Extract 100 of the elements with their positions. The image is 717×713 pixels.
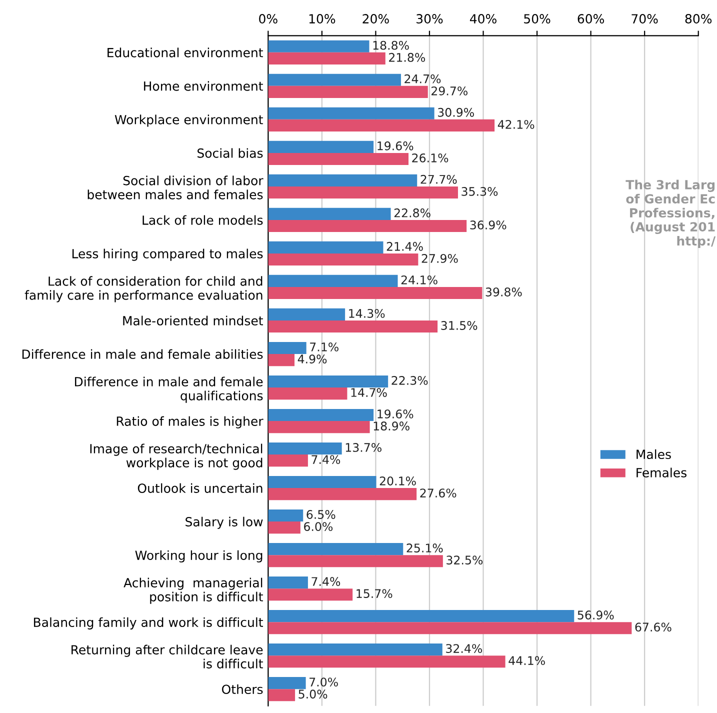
y-tick-label: Home environment: [144, 81, 263, 91]
x-tick-label: 60%: [578, 14, 604, 24]
data-label: 7.4%: [312, 455, 340, 464]
data-label: 7.4%: [312, 577, 340, 586]
bar: [268, 522, 300, 534]
data-label: 21.4%: [386, 242, 423, 251]
bar: [268, 52, 386, 64]
y-tick-label: Difference in male and female abilities: [22, 349, 263, 359]
data-label: 24.1%: [401, 275, 438, 284]
bar: [268, 253, 418, 266]
bar: [268, 476, 376, 488]
data-label: 26.1%: [412, 153, 448, 162]
x-tick-label: 10%: [309, 14, 336, 24]
data-label: 32.5%: [446, 556, 483, 565]
data-label: 32.4%: [446, 644, 482, 653]
y-tick-label: Ratio of males is higher: [116, 416, 264, 428]
y-tick-label: Workplace environment: [114, 114, 263, 127]
y-tick-label: Outlook is uncertain: [138, 483, 262, 493]
bar: [268, 509, 304, 522]
bar: [268, 308, 346, 320]
y-tick-label: Lack of consideration for child and family care in performance evaluation: [24, 276, 262, 302]
bar: [268, 543, 404, 556]
y-tick-label: Others: [222, 684, 263, 694]
y-tick-label: Image of research/technical workplace is not good: [90, 444, 262, 470]
y-tick-label: Social division of labor between males and females: [88, 176, 264, 200]
bar: [268, 241, 384, 254]
data-label: 31.5%: [441, 321, 478, 330]
bar: [268, 610, 574, 622]
x-tick-label: 30%: [416, 14, 443, 24]
data-label: 21.8%: [389, 52, 426, 62]
bar: [268, 320, 438, 333]
x-tick-label: 0%: [259, 14, 278, 24]
data-label: 39.8%: [486, 288, 522, 296]
bar: [268, 656, 506, 668]
data-label: 19.6%: [378, 141, 414, 150]
data-label: 14.3%: [349, 308, 385, 318]
y-tick-label: Returning after childcare leave is difficult: [72, 644, 263, 668]
y-tick-label: Working hour is long: [135, 550, 262, 562]
data-label: 19.6%: [378, 409, 414, 418]
data-label: 27.6%: [420, 488, 456, 498]
bar: [268, 442, 342, 455]
y-tick-label: Difference in male and female qualifications: [75, 376, 263, 403]
bar: [268, 152, 409, 165]
data-label: 25.1%: [406, 544, 443, 552]
bar: [268, 408, 374, 422]
bar: [268, 677, 306, 690]
bar: [268, 644, 442, 656]
data-label: 27.9%: [422, 254, 458, 263]
data-label: 29.7%: [432, 86, 468, 96]
y-tick-label: Educational environment: [108, 48, 263, 58]
y-tick-label: Less hiring compared to males: [72, 248, 263, 261]
data-label: 20.1%: [380, 476, 416, 486]
data-label: 14.7%: [351, 388, 387, 397]
data-label: 22.8%: [394, 208, 430, 218]
bar: [268, 354, 295, 366]
data-label: 4.9%: [298, 354, 327, 364]
data-label: 36.9%: [470, 220, 506, 230]
bar: [268, 107, 434, 120]
annotation: The 3rd Larg of Gender Ec Professions, (August 201 http:/: [626, 180, 716, 248]
data-label: 18.9%: [374, 422, 410, 430]
bar: [268, 622, 632, 634]
bar: [268, 74, 401, 86]
bar: [268, 119, 495, 132]
data-label: 30.9%: [438, 108, 474, 117]
bar: [268, 274, 398, 287]
data-label: 35.3%: [462, 186, 498, 196]
y-tick-label: Achieving managerial position is difficult: [124, 578, 263, 604]
legend-label: Females: [636, 468, 686, 478]
data-label: 7.0%: [310, 678, 338, 687]
data-label: 5.0%: [298, 690, 328, 699]
bar: [268, 421, 370, 434]
bar: [268, 555, 443, 568]
bar: [268, 174, 418, 186]
bar: [268, 388, 348, 400]
bar: [268, 488, 417, 500]
data-label: 44.1%: [508, 656, 545, 666]
data-label: 56.9%: [578, 610, 614, 620]
data-label: 27.7%: [420, 174, 457, 184]
bar: [268, 140, 374, 153]
data-label: 24.7%: [404, 74, 441, 84]
bar: [268, 375, 388, 388]
bar: [268, 689, 296, 702]
x-tick-label: 80%: [685, 14, 712, 24]
y-tick-label: Lack of role models: [142, 215, 263, 225]
legend-label: Males: [636, 449, 671, 460]
data-label: 42.1%: [498, 120, 534, 129]
x-tick-label: 40%: [470, 14, 496, 24]
bar: [268, 220, 467, 232]
data-label: 6.5%: [306, 510, 336, 519]
x-tick-label: 20%: [362, 14, 389, 24]
data-label: 22.3%: [392, 376, 428, 385]
bar: [268, 342, 306, 354]
data-label: 18.8%: [373, 40, 409, 50]
data-label: 6.0%: [304, 522, 333, 532]
bar: [268, 588, 353, 601]
bar: [268, 208, 391, 220]
data-label: 7.1%: [310, 342, 338, 352]
bar: [268, 40, 370, 52]
x-tick-label: 50%: [524, 14, 550, 24]
y-tick-label: Male-oriented mindset: [123, 316, 263, 326]
